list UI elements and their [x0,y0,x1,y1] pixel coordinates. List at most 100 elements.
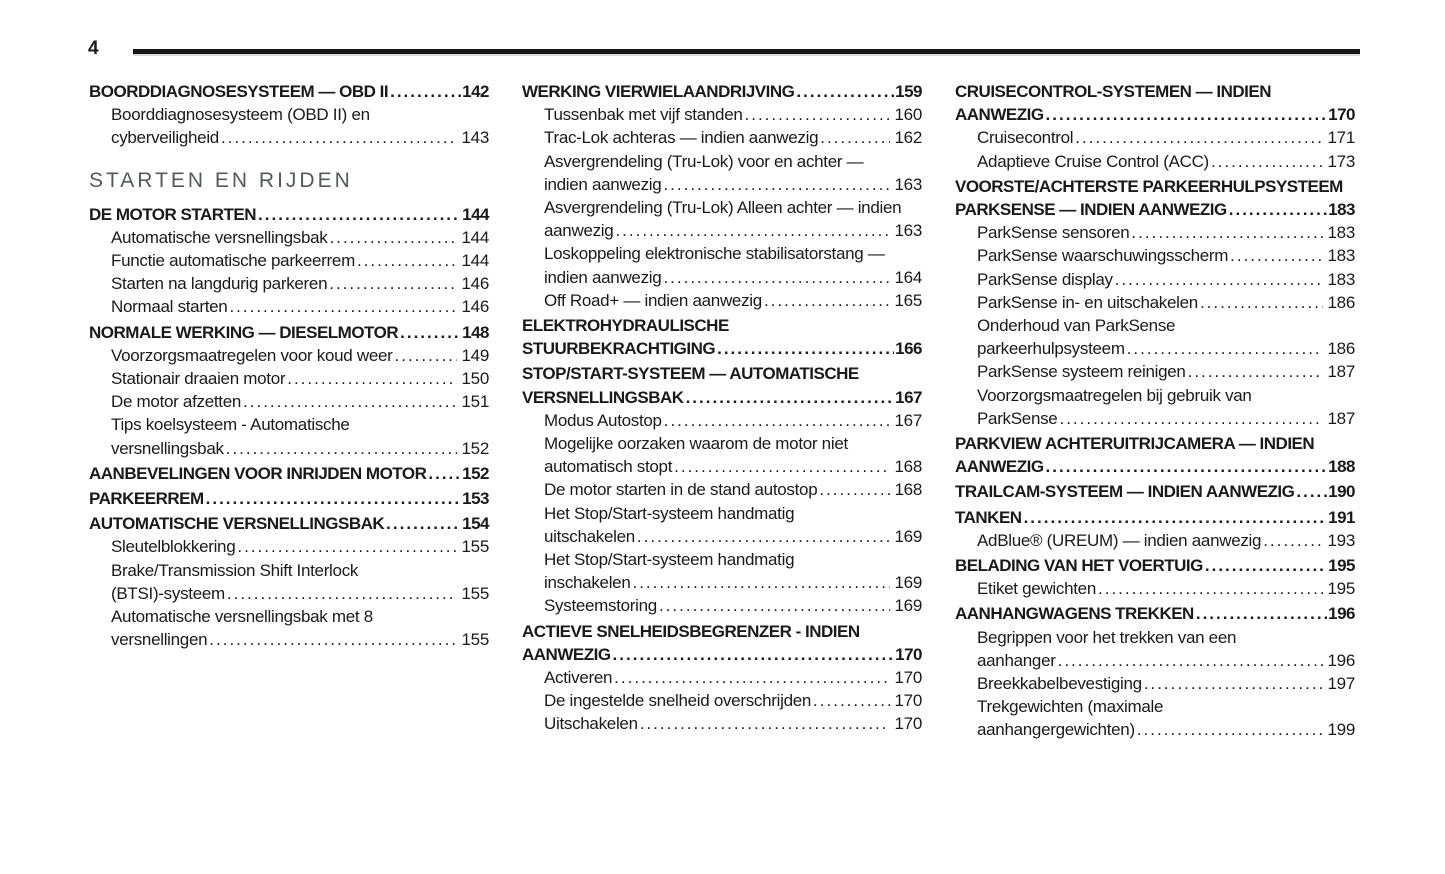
toc-line: Het Stop/Start-systeem handmatig [522,502,922,525]
toc-entry: Normaal starten 146 [89,295,489,318]
dot-leader [1044,103,1328,126]
dot-leader [1125,337,1323,360]
toc-page-number: 155 [461,630,490,650]
dot-leader [1022,506,1328,529]
toc-entry: Tussenbak met vijf standen 160 [522,103,922,126]
toc-entry: Asvergrendeling (Tru-Lok) voor en achter… [522,150,922,196]
toc-line: Onderhoud van ParkSense [955,314,1355,337]
toc-entry: Cruisecontrol 171 [955,126,1355,149]
toc-line: aanwezig 163 [522,219,922,242]
toc-page-number: 187 [1327,408,1356,428]
toc-line: Tussenbak met vijf standen 160 [522,103,922,126]
toc-entry: ParkSense systeem reinigen 187 [955,360,1355,383]
dot-leader [225,582,457,605]
toc-page-number: 170 [1328,105,1355,125]
toc-label: NORMALE WERKING — DIESELMOTOR [89,322,399,342]
toc-entry: Modus Autostop 167 [522,409,922,432]
toc-line: Cruisecontrol 171 [955,126,1355,149]
toc-entry: Voorzorgsmaatregelen voor koud weer 149 [89,344,489,367]
dot-leader [1056,649,1323,672]
toc-column: CRUISECONTROL-SYSTEMEN — INDIEN AANWEZIG 1… [955,80,1355,742]
toc-label: Starten na langdurig parkeren [111,274,328,294]
toc-entry: Het Stop/Start-systeem handmatig inschake… [522,548,922,594]
toc-label: BELADING VAN HET VOERTUIG [955,556,1203,576]
toc-line: De ingestelde snelheid overschrijden 170 [522,689,922,712]
toc-page-number: 144 [461,251,490,271]
toc-page-number: 150 [461,369,490,389]
dot-leader [224,437,457,460]
toc-line: ParkSense waarschuwingsscherm 183 [955,244,1355,267]
toc-label: Het Stop/Start-systeem handmatig [544,550,795,570]
toc-line: versnellingen 155 [89,628,489,651]
toc-page-number: 190 [1328,482,1355,502]
toc-line: Boorddiagnosesysteem (OBD II) en [89,103,489,126]
dot-leader [611,643,895,666]
toc-page-number: 187 [1327,362,1356,382]
dot-leader [794,80,894,103]
dot-leader [235,535,456,558]
toc-label: AUTOMATISCHE VERSNELLINGSBAK [89,514,385,534]
toc-line: ELEKTROHYDRAULISCHE [522,314,922,337]
toc-page-number: 146 [461,297,490,317]
dot-leader [1294,480,1327,503]
toc-entry: Het Stop/Start-systeem handmatig uitschak… [522,502,922,548]
toc-page-number: 169 [894,526,923,546]
toc-entry: TANKEN 191 [955,506,1355,529]
toc-label: Asvergrendeling (Tru-Lok) Alleen achter … [544,198,902,218]
dot-leader [661,173,889,196]
toc-line: Modus Autostop 167 [522,409,922,432]
toc-page-number: 197 [1327,674,1356,694]
toc-label: indien aanwezig [544,174,662,194]
toc-label: PARKEERREM [89,489,204,509]
dot-leader [388,80,461,103]
toc-line: Automatische versnellingsbak 144 [89,226,489,249]
toc-line: Breekkabelbevestiging 197 [955,672,1355,695]
toc-line: Voorzorgsmaatregelen voor koud weer 149 [89,344,489,367]
toc-line: (BTSI)-systeem 155 [89,582,489,605]
toc-label: Tips koelsysteem - Automatische [111,415,350,435]
dot-leader [227,295,456,318]
toc-entry: ParkSense display 183 [955,268,1355,291]
toc-page-number: 155 [461,583,490,603]
toc-entry: Brake/Transmission Shift Interlock (BTSI)… [89,559,489,605]
dot-leader [638,712,890,735]
toc-line: Normaal starten 146 [89,295,489,318]
toc-page-number: 168 [894,480,923,500]
page-number: 4 [88,38,99,59]
toc-label: WERKING VIERWIELAANDRIJVING [522,82,795,101]
toc-line: BOORDDIAGNOSESYSTEEM — OBD II 142 [89,80,489,103]
toc-line: Trekgewichten (maximale [955,695,1355,718]
toc-line: Brake/Transmission Shift Interlock [89,559,489,582]
toc-entry: ParkSense waarschuwingsscherm 183 [955,244,1355,267]
dot-leader [355,249,457,272]
toc-page-number: 152 [462,463,489,483]
toc-line: Loskoppeling elektronische stabilisators… [522,242,922,265]
toc-label: TANKEN [955,507,1022,527]
dot-leader [1198,291,1323,314]
toc-entry: AdBlue® (UREUM) — indien aanwezig 193 [955,529,1355,552]
toc-line: Functie automatische parkeerrem 144 [89,249,489,272]
toc-line: Voorzorgsmaatregelen bij gebruik van [955,384,1355,407]
dot-leader [684,386,895,409]
toc-line: AUTOMATISCHE VERSNELLINGSBAK 154 [89,512,489,535]
toc-entry: VOORSTE/ACHTERSTE PARKEERHULPSYSTEEM PARK… [955,175,1355,221]
toc-label: ParkSense systeem reinigen [977,362,1186,382]
dot-leader [635,525,890,548]
toc-entry: CRUISECONTROL-SYSTEMEN — INDIEN AANWEZIG 1… [955,80,1355,126]
toc-page-number: 169 [894,596,923,616]
dot-leader [657,594,890,617]
dot-leader [384,512,461,535]
toc-page-number: 188 [1328,457,1355,477]
toc-page-number: 183 [1327,223,1356,243]
toc-label: versnellingen [111,630,208,650]
toc-label: Etiket gewichten [977,579,1096,599]
toc-line: ParkSense 187 [955,407,1355,430]
toc-page-number: 195 [1328,556,1355,576]
dot-leader [426,462,461,485]
toc-label: aanwezig [544,221,614,241]
toc-page-number: 144 [462,204,489,224]
dot-leader [327,272,456,295]
toc-line: Etiket gewichten 195 [955,577,1355,600]
toc-label: Stationair draaien motor [111,369,286,389]
dot-leader [715,337,894,360]
